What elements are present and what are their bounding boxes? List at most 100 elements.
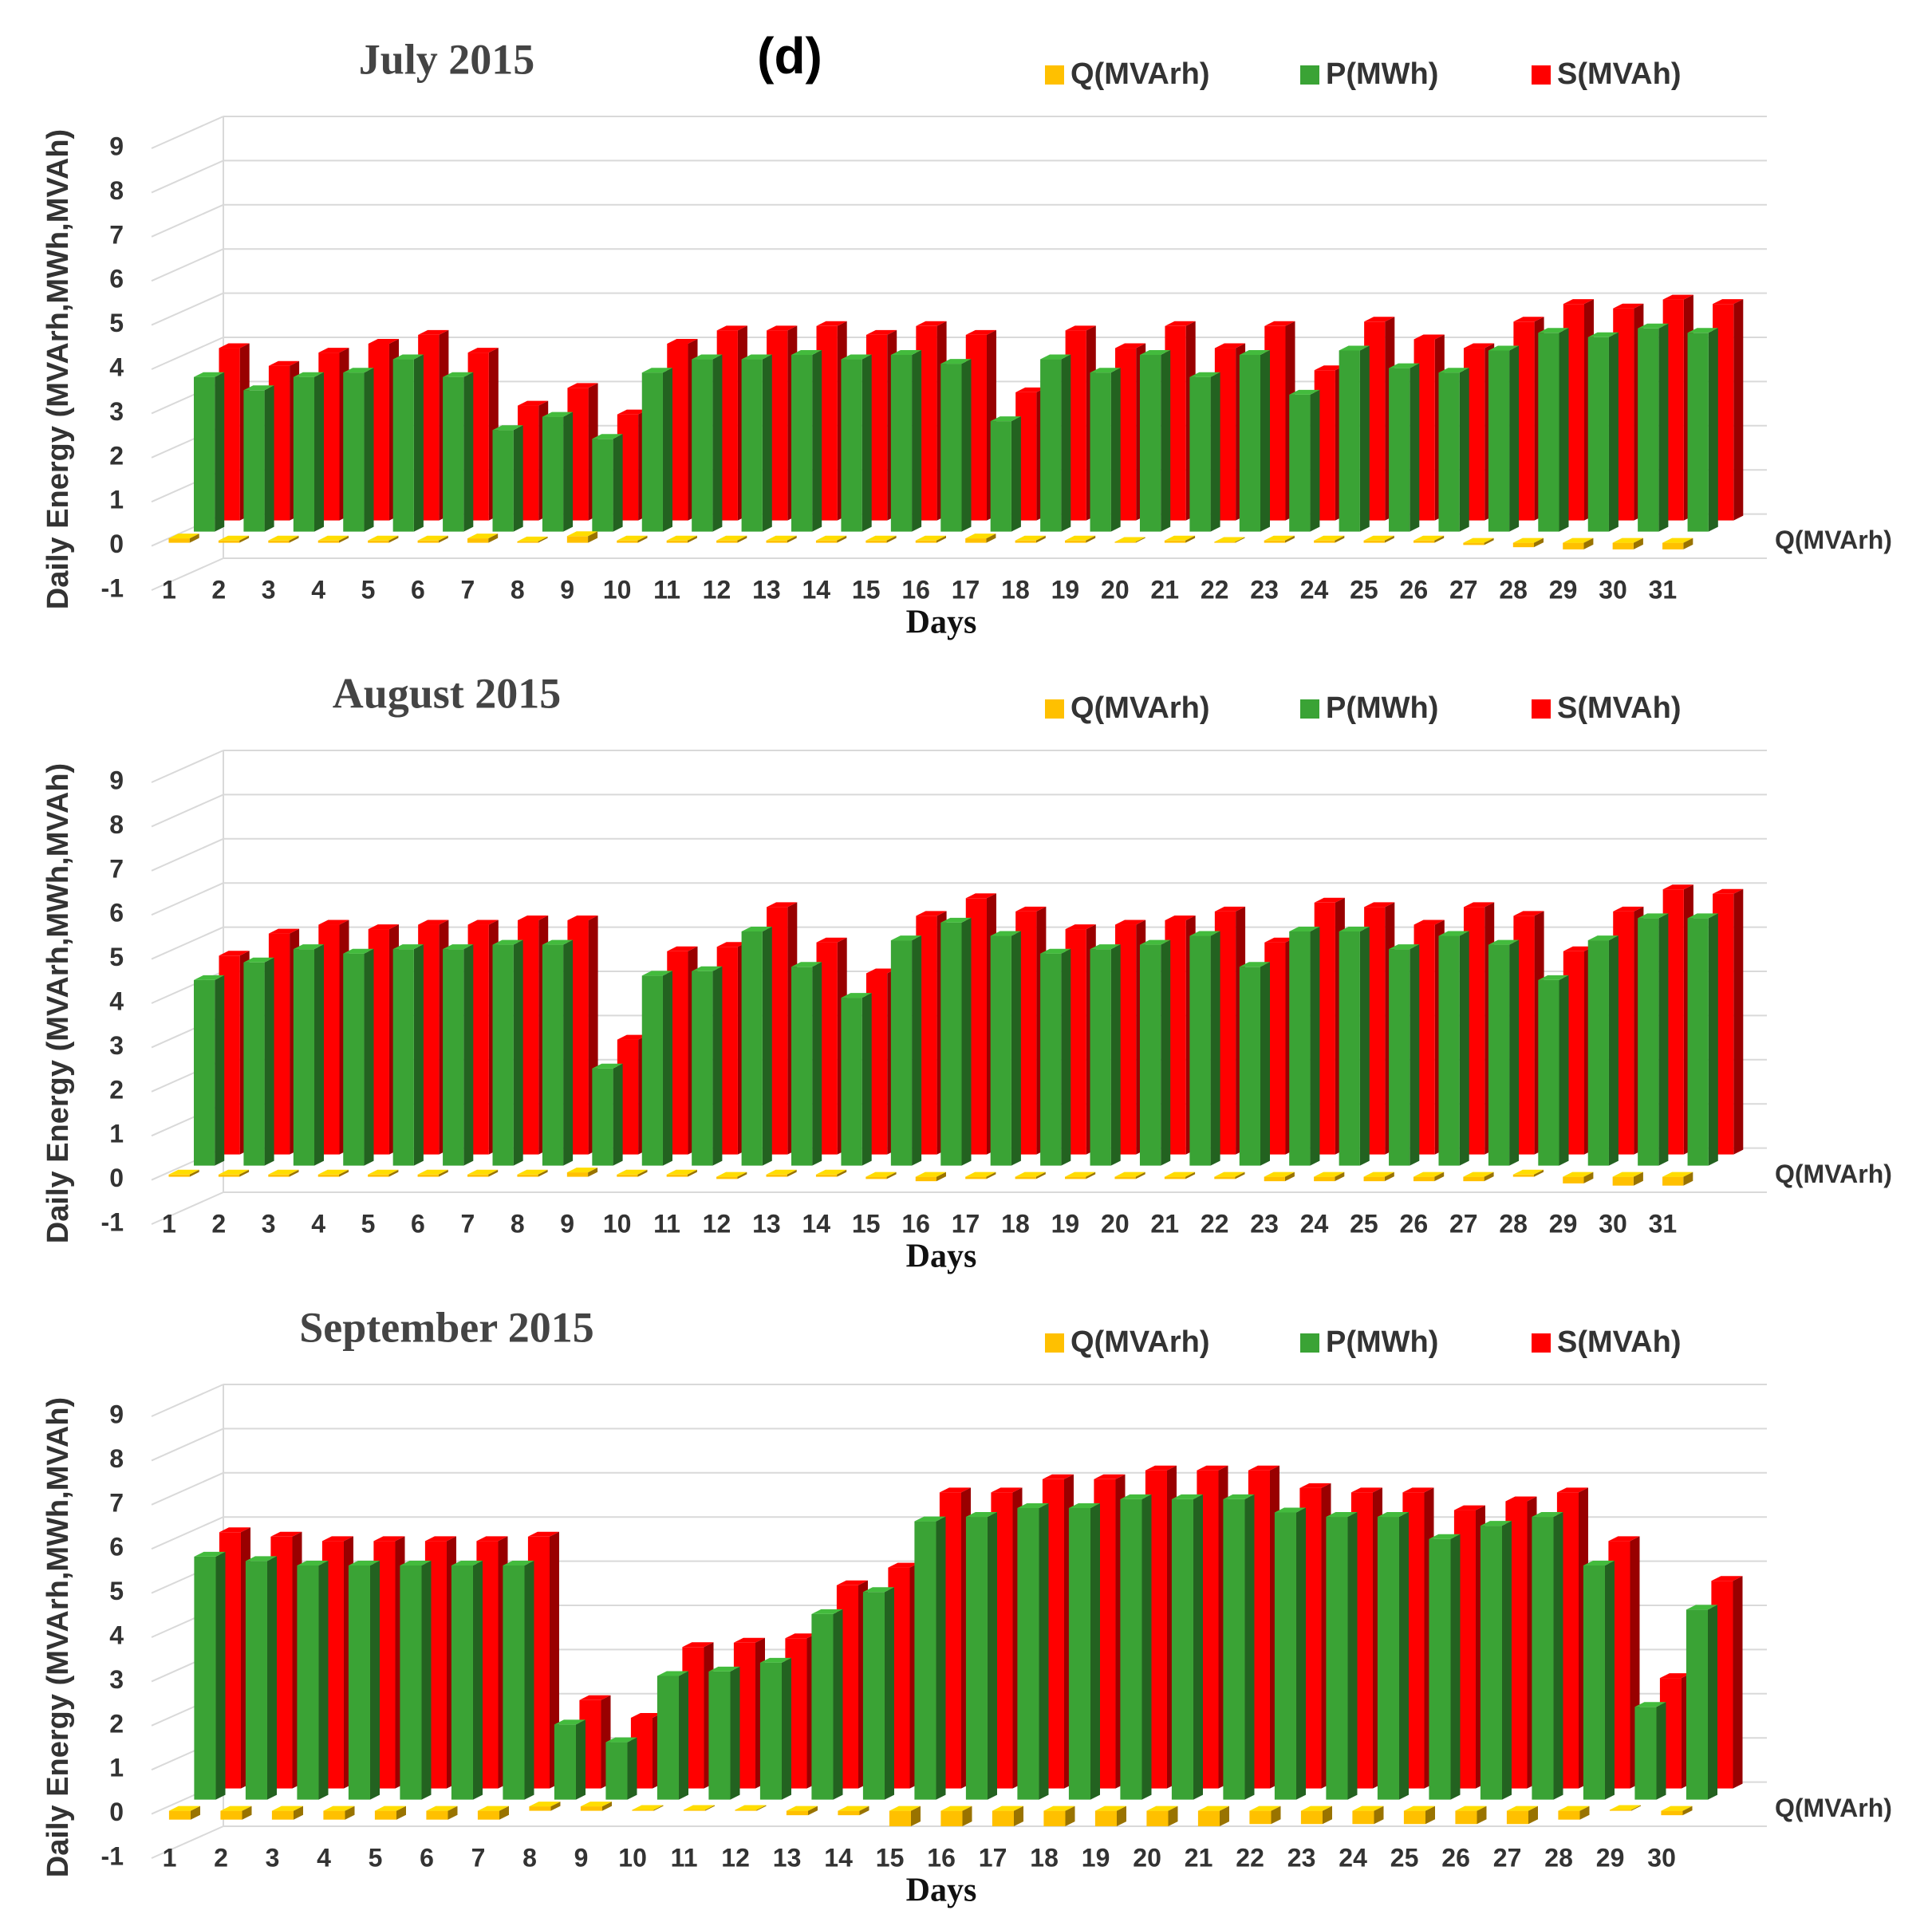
bar [1214, 1176, 1236, 1179]
bar-side [215, 1551, 226, 1800]
x-tick-label: 30 [1599, 1209, 1627, 1238]
bar [492, 430, 514, 532]
bar-side [1185, 535, 1196, 543]
bar-top [815, 535, 847, 541]
legend-swatch [1045, 1333, 1064, 1353]
bar-side [1323, 1806, 1332, 1825]
x-tick-label: 19 [1051, 575, 1080, 604]
bar-side [1039, 1503, 1049, 1800]
x-tick-label: 7 [460, 1209, 475, 1238]
bar-top [914, 1516, 946, 1522]
bar-top [716, 535, 747, 541]
bar-top [641, 971, 672, 976]
x-tick-label: 11 [653, 575, 680, 604]
bar-top [1558, 1806, 1590, 1811]
bar-side [1484, 1172, 1494, 1182]
bar-side [396, 1806, 406, 1820]
bar-side [637, 535, 648, 543]
bar-top [1563, 299, 1594, 305]
bar-top [1065, 1172, 1096, 1177]
bar-top [219, 343, 250, 349]
bar [529, 1806, 551, 1811]
bar-top [1556, 1487, 1588, 1493]
bar-top [1661, 1806, 1693, 1811]
x-tick-label: 8 [511, 575, 525, 604]
bar-top [245, 1556, 277, 1561]
bar-top [343, 368, 374, 373]
bar-top [1464, 343, 1495, 349]
bar-top [417, 535, 448, 541]
bar [1264, 540, 1285, 543]
bar-side [756, 1805, 767, 1811]
bar-top [1513, 317, 1544, 322]
x-tick-label: 29 [1549, 1209, 1578, 1238]
legend-swatch [1300, 699, 1319, 719]
x-axis-label: Days [906, 1239, 977, 1275]
bar-top [1140, 350, 1171, 355]
bar-top [1414, 920, 1445, 925]
bar-top [467, 348, 499, 353]
bar-top [1389, 363, 1420, 368]
bar [1289, 394, 1311, 532]
bar-side [1683, 538, 1693, 549]
bar-side [1579, 1806, 1590, 1820]
bar-side [1559, 328, 1569, 532]
y-tick-label: 4 [109, 987, 124, 1015]
bar-side [1658, 913, 1669, 1166]
bar-top [1015, 387, 1047, 392]
bar-top [916, 321, 947, 326]
y-tick-label: 5 [109, 1577, 124, 1605]
bar-side [1011, 931, 1021, 1166]
y-tick-label: 3 [109, 1665, 124, 1694]
bar-top [1687, 913, 1718, 919]
bar [1463, 1176, 1484, 1182]
bar-top [785, 1633, 817, 1639]
bar-top [343, 948, 374, 954]
bar-top [293, 372, 324, 377]
bar-top [1094, 1806, 1126, 1811]
bar-side [1011, 416, 1021, 532]
bar-top [1223, 1494, 1255, 1499]
bar-side [837, 1169, 847, 1177]
bar [374, 1810, 396, 1820]
bar-side [1061, 948, 1071, 1166]
bar [1363, 1176, 1385, 1182]
bar-top [692, 966, 723, 971]
bar-side [782, 1657, 791, 1800]
legend-label: S(MVAh) [1557, 691, 1682, 725]
grid-line [151, 159, 224, 194]
bar-side [787, 535, 797, 543]
bar-top [915, 535, 946, 541]
bar-top [735, 1805, 767, 1810]
bar-top [683, 1805, 715, 1810]
bar [1488, 944, 1510, 1166]
x-tick-label: 10 [618, 1843, 647, 1872]
grid-line [151, 1516, 224, 1550]
y-tick-label: 2 [109, 441, 124, 470]
grid-line [151, 292, 224, 326]
y-axis-label: Daily Energy (MVArh,MWh,MVAh) [41, 129, 75, 609]
bar-top [1634, 1702, 1666, 1707]
bar-top [741, 927, 772, 931]
bar-top [1165, 321, 1196, 326]
bar-side [1410, 944, 1420, 1166]
bar [1040, 359, 1062, 532]
bar-side [1502, 1521, 1512, 1800]
bar [666, 1174, 688, 1177]
bar-top [641, 368, 672, 373]
y-tick-label: -1 [101, 573, 124, 602]
x-tick-label: 15 [876, 1843, 905, 1872]
bar [1638, 918, 1659, 1166]
bar [368, 540, 389, 543]
bar [1189, 376, 1211, 532]
bar-top [1403, 1806, 1435, 1811]
bar-top [865, 1172, 897, 1177]
x-tick-label: 21 [1150, 1209, 1179, 1238]
bar-top [1609, 1805, 1641, 1810]
bar-side [1459, 931, 1469, 1166]
bar-top [1613, 303, 1644, 309]
bar-top [865, 329, 897, 335]
bar-side [1220, 1806, 1229, 1826]
bar [1480, 1526, 1502, 1800]
bar-top [1114, 1172, 1145, 1177]
